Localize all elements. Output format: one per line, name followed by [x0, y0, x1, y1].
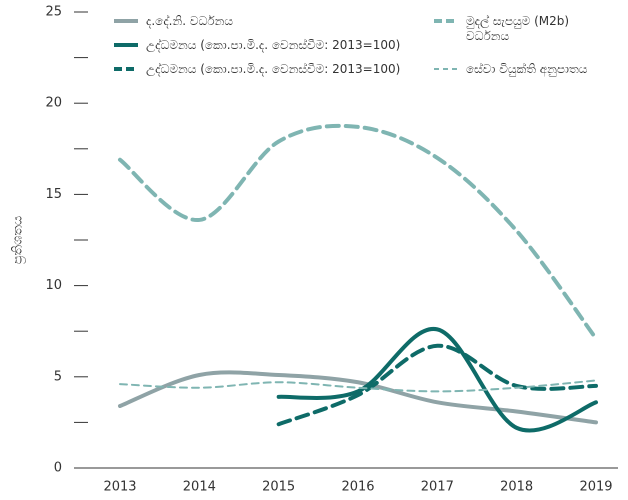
legend-swatch-box	[114, 19, 138, 23]
series-line	[119, 379, 597, 393]
x-tick-label: 2019	[579, 480, 612, 495]
legend-swatch-box	[114, 43, 138, 47]
x-tick-label: 2017	[421, 480, 454, 495]
series-line	[276, 327, 598, 433]
legend-item: මුදල් සැපයුම (M2b) වර්ධනය	[432, 14, 602, 44]
legend-swatch-box	[434, 68, 458, 70]
legend-label: මුදල් සැපයුම (M2b) වර්ධනය	[466, 14, 570, 43]
y-tick-label: 25	[45, 5, 62, 20]
x-tick-label: 2018	[500, 480, 533, 495]
y-tick-label: 20	[45, 96, 62, 111]
series-line	[276, 343, 598, 427]
legend-item: සේවා වියුක්ති අනුපාතය	[432, 62, 587, 77]
series-line	[118, 123, 598, 341]
legend-item: උද්ධමනය (කො.පා.මි.ද. වෙනස්වීම: 2013=100)	[112, 62, 400, 77]
legend-label: උද්ධමනය (කො.පා.මි.ද. වෙනස්වීම: 2013=100)	[146, 38, 401, 52]
legend-item: උද්ධමනය (කො.පා.මි.ද. වෙනස්වීම: 2013=100)	[112, 38, 400, 53]
legend-label: සේවා වියුක්ති අනුපාතය	[466, 62, 588, 76]
series-line	[118, 370, 598, 425]
x-tick-label: 2013	[103, 480, 136, 495]
x-tick-label: 2016	[341, 480, 374, 495]
y-axis-label: ප්‍රතිශතය	[11, 216, 26, 265]
x-tick-label: 2015	[262, 480, 295, 495]
legend-item: ද.දේ.නි. වර්ධනය	[112, 14, 233, 29]
legend-swatch-box	[434, 19, 458, 23]
legend-label: උද්ධමනය (කො.පා.මි.ද. වෙනස්වීම: 2013=100)	[146, 62, 401, 76]
y-tick-label: 10	[45, 278, 62, 293]
y-tick-label: 15	[45, 187, 62, 202]
y-tick-label: 5	[54, 369, 62, 384]
x-tick-label: 2014	[183, 480, 216, 495]
legend-label: ද.දේ.නි. වර්ධනය	[146, 14, 233, 28]
y-tick-label: 0	[54, 461, 62, 476]
legend-swatch-box	[114, 67, 138, 71]
